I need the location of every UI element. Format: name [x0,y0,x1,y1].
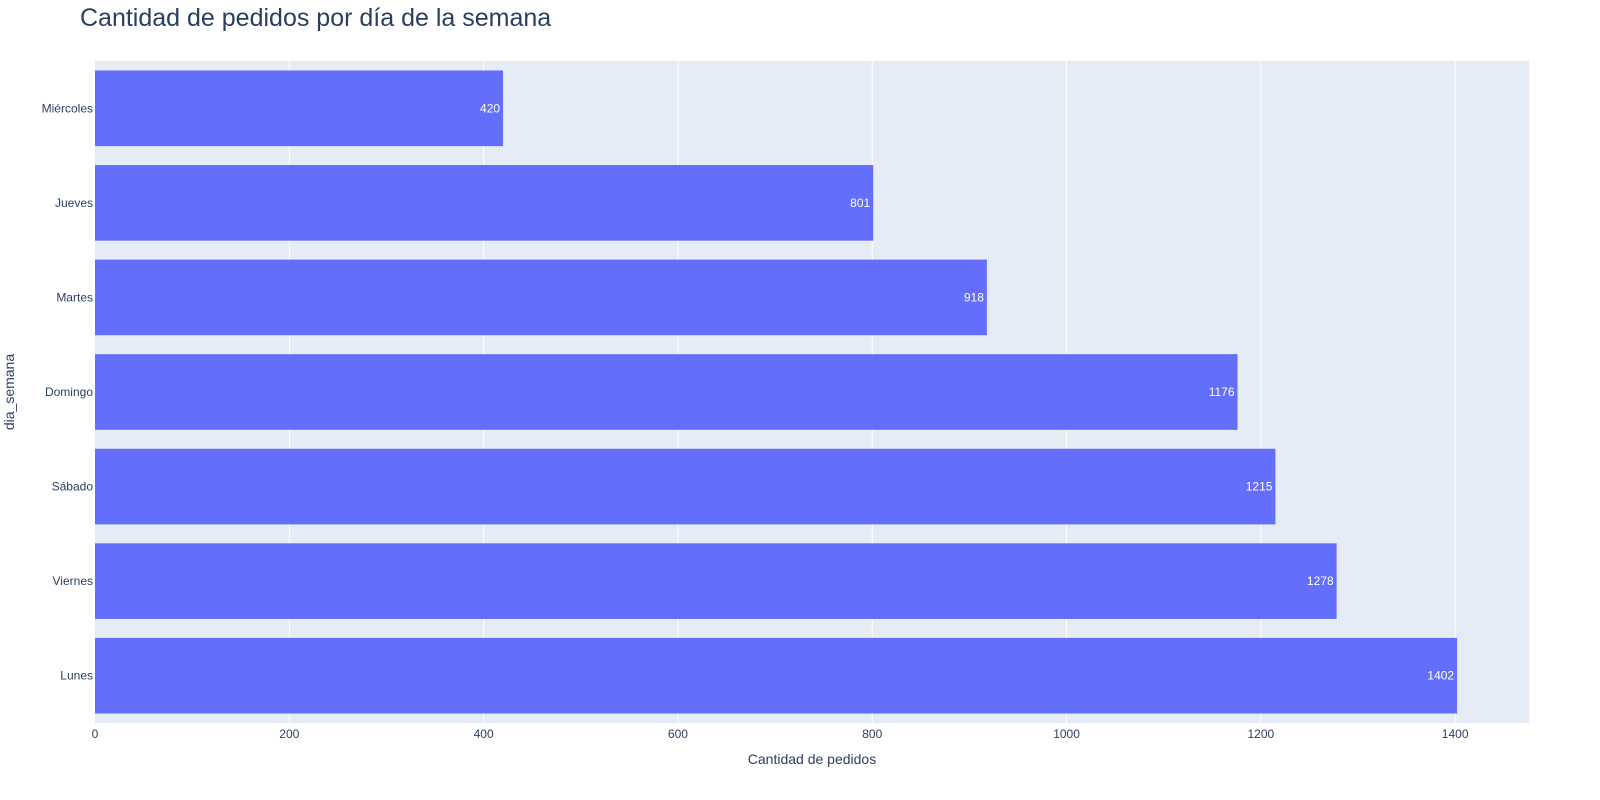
x-tick-label: 1000 [1053,727,1080,741]
x-tick-label: 400 [474,727,494,741]
bar [95,70,504,147]
bar-data-label: 918 [964,290,984,304]
x-axis-title: Cantidad de pedidos [748,751,876,767]
x-tick-label: 1400 [1442,727,1469,741]
x-tick-label: 0 [92,727,99,741]
bar [95,165,874,241]
y-tick-label: Miércoles [42,101,93,115]
bar [95,448,1276,525]
x-tick-label: 800 [862,727,882,741]
y-tick-label: Viernes [53,574,93,588]
bar-data-label: 801 [850,196,870,210]
bar [95,543,1337,619]
y-tick-label: Domingo [45,385,93,399]
bar-data-label: 1278 [1307,574,1334,588]
bar-data-label: 1402 [1427,669,1454,683]
bars: 420 801 918 1176 1215 1278 1402 [95,70,1458,714]
x-tick-label: 1200 [1248,727,1275,741]
bar-data-label: 1176 [1209,385,1235,399]
y-tick-label: Martes [56,290,93,304]
bar [95,354,1238,430]
y-axis-title: dia_semana [1,354,17,430]
bar [95,259,987,336]
x-axis-ticks: 0 200 400 600 800 1000 1200 1400 [92,727,1469,741]
chart-title: Cantidad de pedidos por día de la semana [80,4,552,32]
bar-data-label: 420 [480,101,500,115]
y-tick-label: Lunes [60,669,93,683]
bar-data-label: 1215 [1246,480,1273,494]
x-tick-label: 600 [668,727,688,741]
y-tick-label: Sábado [52,480,94,494]
bar [95,637,1458,714]
y-tick-label: Jueves [55,196,93,210]
y-axis-ticks: Miércoles Jueves Martes Domingo Sábado Vierne… [42,101,94,682]
x-tick-label: 200 [279,727,299,741]
